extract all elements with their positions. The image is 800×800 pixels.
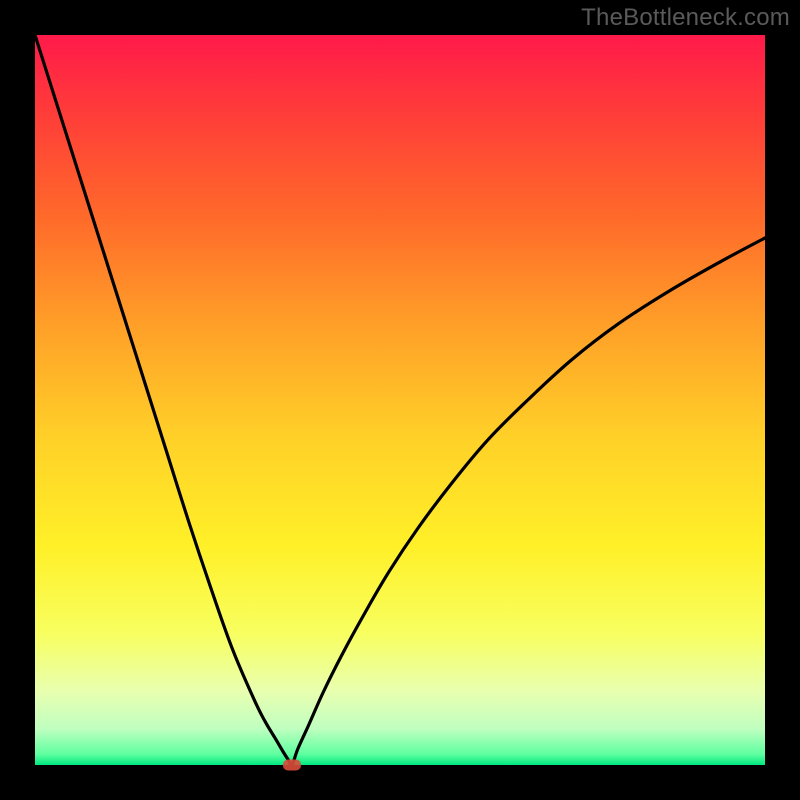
gradient-background <box>35 35 765 765</box>
watermark-text: TheBottleneck.com <box>581 4 790 32</box>
chart-svg <box>0 0 800 800</box>
optimal-point-marker <box>283 760 301 771</box>
chart-svg-holder <box>0 0 800 800</box>
chart-container: TheBottleneck.com <box>0 0 800 800</box>
